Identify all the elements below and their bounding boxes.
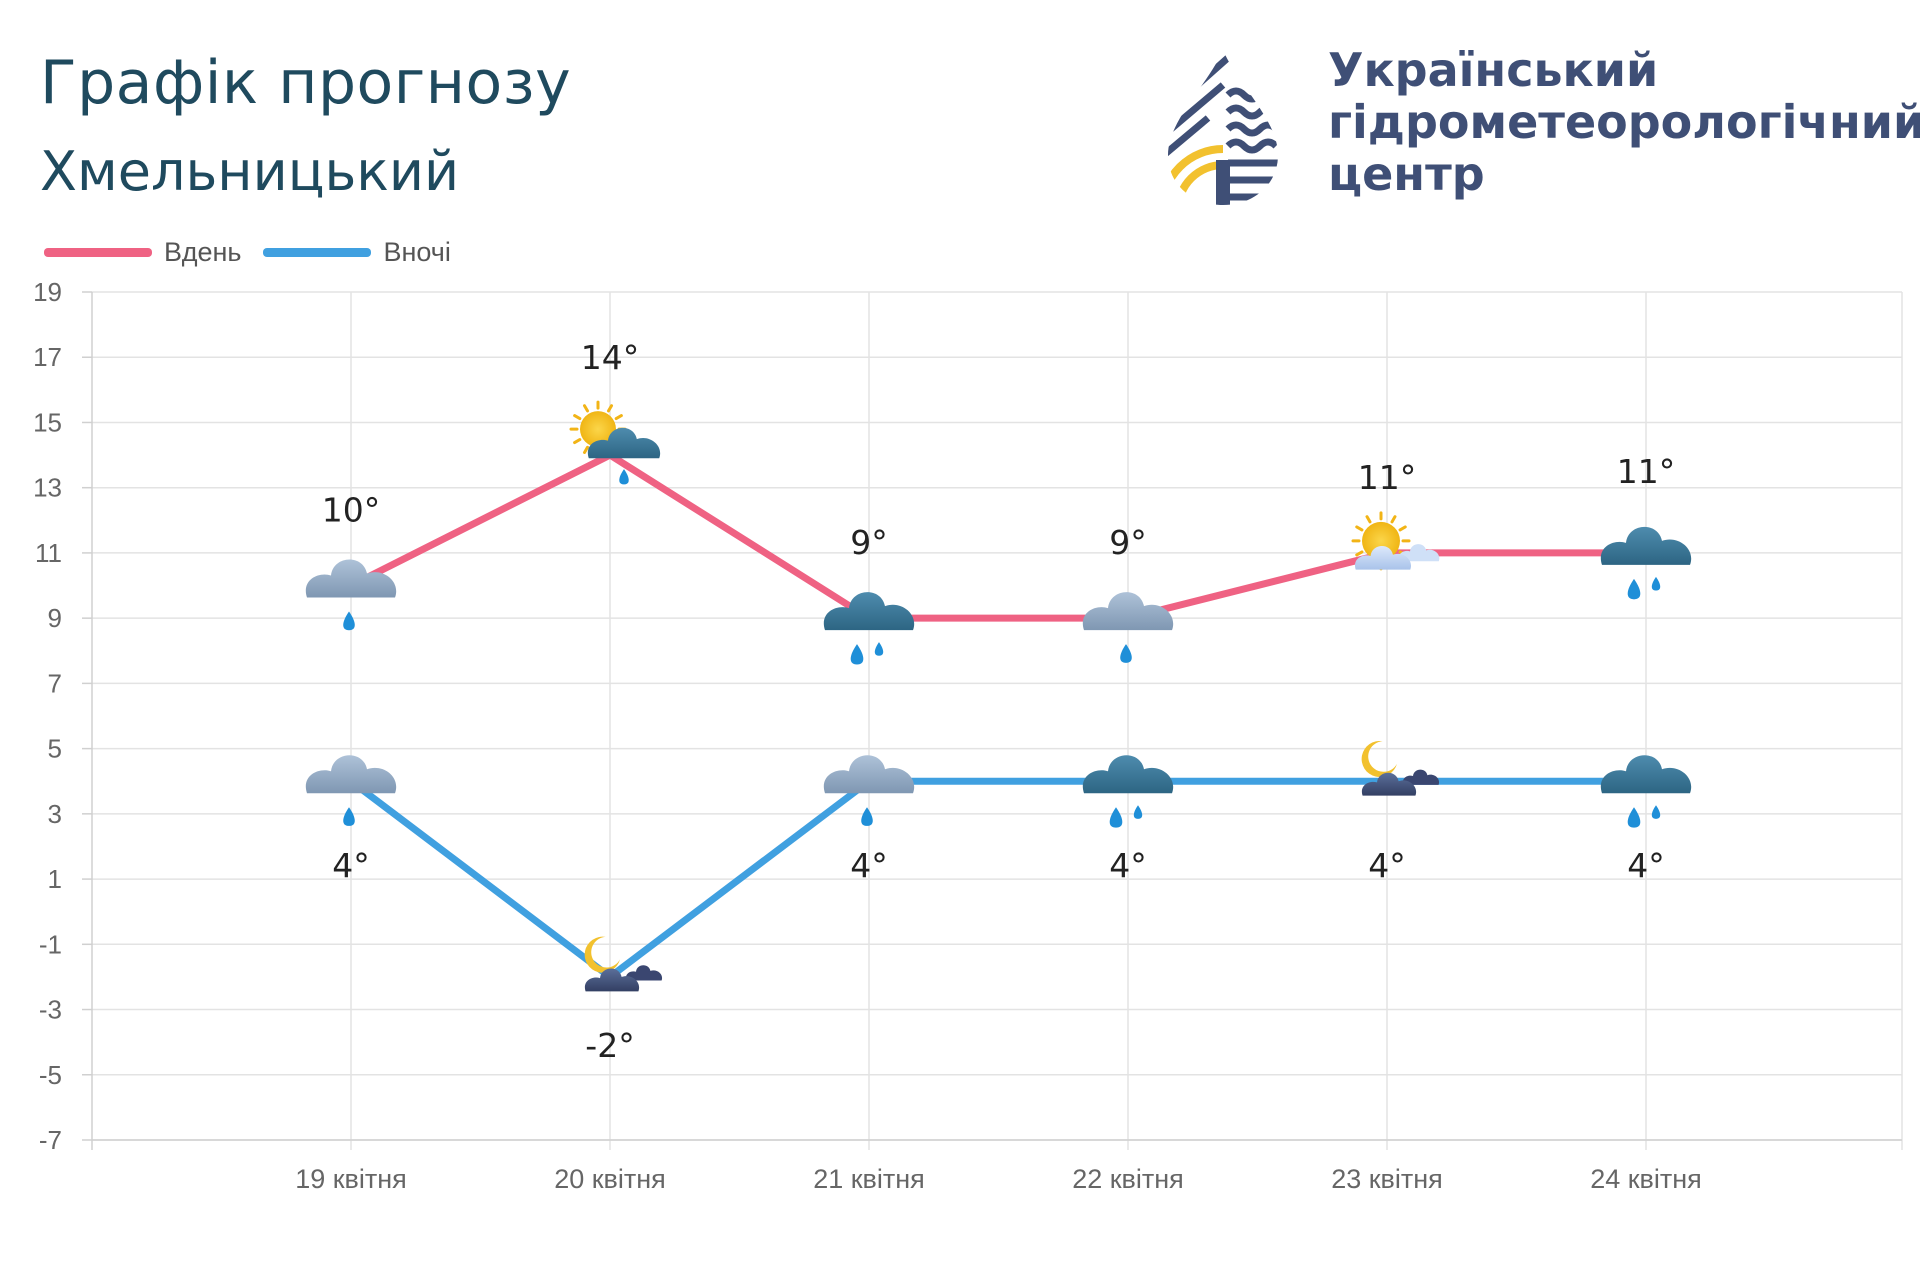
data-label-day: 11°: [1617, 452, 1676, 491]
y-tick-label: -7: [39, 1125, 62, 1155]
chart-title: Графік прогнозу: [40, 48, 572, 118]
cloud-light-rain-icon: [823, 755, 915, 826]
x-tick-label: 23 квітня: [1331, 1164, 1443, 1194]
chart-legend: Вдень Вночі: [44, 232, 473, 272]
moon-cloud-icon: [1361, 740, 1440, 796]
cloud-light-rain-icon: [1082, 592, 1174, 663]
x-tick-label: 21 квітня: [813, 1164, 925, 1194]
sun-cloud-rain-icon: [569, 400, 661, 485]
legend-item-night[interactable]: Вночі: [263, 236, 451, 268]
y-tick-label: 17: [33, 342, 62, 372]
y-tick-label: -3: [39, 995, 62, 1025]
dark-cloud-rain-icon: [1600, 755, 1692, 828]
cloud-light-rain-icon: [305, 755, 397, 826]
legend-swatch-day: [44, 247, 152, 257]
dark-cloud-rain-icon: [1600, 526, 1692, 600]
data-label-day: 9°: [850, 523, 888, 562]
dark-cloud-rain-icon: [1082, 755, 1174, 828]
y-tick-label: 15: [33, 407, 62, 437]
y-tick-label: 1: [48, 864, 62, 894]
data-label-day: 11°: [1358, 458, 1417, 497]
organization-name: Український гідрометеорологічний центр: [1328, 44, 1920, 200]
data-label-day: 9°: [1109, 523, 1147, 562]
legend-swatch-night: [263, 247, 372, 257]
moon-cloud-icon: [584, 936, 663, 992]
x-tick-label: 19 квітня: [295, 1164, 407, 1194]
cloud-light-rain-icon: [305, 559, 397, 631]
x-tick-label: 24 квітня: [1590, 1164, 1702, 1194]
y-tick-label: 11: [35, 538, 62, 568]
data-label-night: 4°: [332, 846, 370, 885]
sun-cloud-icon: [1351, 511, 1440, 571]
data-label-night: 4°: [850, 846, 888, 885]
org-line-2: гідрометеорологічний: [1328, 95, 1920, 149]
y-tick-label: 13: [33, 473, 62, 503]
data-label-day: 14°: [581, 338, 640, 377]
data-label-night: 4°: [1627, 846, 1665, 885]
x-tick-label: 22 квітня: [1072, 1164, 1184, 1194]
data-label-day: 10°: [322, 491, 381, 530]
y-tick-label: 5: [48, 734, 62, 764]
data-label-night: 4°: [1109, 846, 1147, 885]
series-line-day: [347, 451, 1650, 622]
y-tick-label: 3: [48, 799, 62, 829]
data-label-night: -2°: [585, 1026, 634, 1065]
legend-label-day: Вдень: [164, 236, 242, 267]
legend-item-day[interactable]: Вдень: [44, 237, 241, 268]
legend-label-night: Вночі: [383, 236, 451, 267]
city-name: Хмельницький: [40, 140, 460, 203]
data-label-night: 4°: [1368, 846, 1406, 885]
y-tick-label: 9: [48, 603, 62, 633]
ukrhydromet-logo-icon: [1168, 50, 1278, 205]
y-tick-label: -5: [39, 1060, 62, 1090]
org-line-1: Український: [1328, 43, 1659, 97]
y-tick-label: -1: [39, 929, 62, 959]
y-tick-label: 7: [48, 668, 62, 698]
x-tick-label: 20 квітня: [554, 1164, 666, 1194]
y-tick-label: 19: [33, 277, 62, 307]
org-line-3: центр: [1328, 147, 1485, 201]
dark-cloud-rain-icon: [823, 592, 915, 665]
